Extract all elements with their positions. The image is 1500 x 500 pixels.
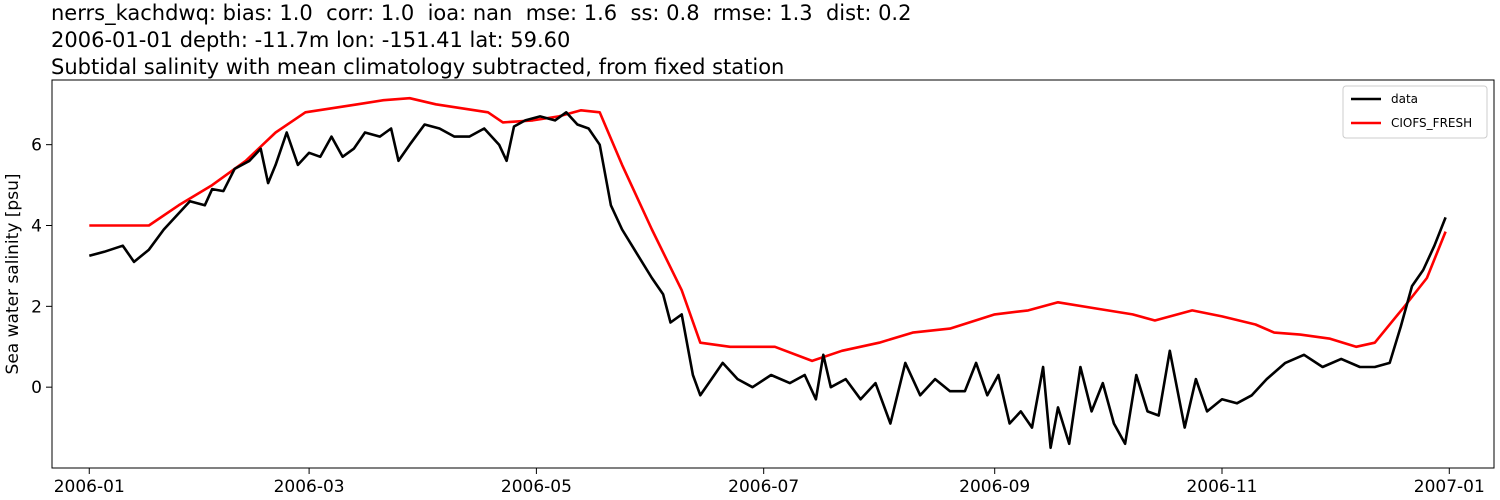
x-tick-label: 2006-09: [959, 477, 1030, 497]
y-tick-label: 0: [31, 378, 42, 398]
chart-titles: nerrs_kachdwq: bias: 1.0 corr: 1.0 ioa: …: [51, 0, 911, 81]
x-tick-label: 2006-11: [1186, 477, 1257, 497]
axes: 2006-01 2006-03 2006-05 2006-07 2006-09 2006-…: [31, 136, 1485, 497]
x-tick-label: 2006-07: [728, 477, 799, 497]
legend: data CIOFS_FRESH: [1342, 85, 1488, 139]
metrics-line: nerrs_kachdwq: bias: 1.0 corr: 1.0 ioa: …: [51, 1, 912, 25]
chart-title: Subtidal salinity with mean climatology …: [51, 55, 785, 79]
series-line-ciofs-fresh: [89, 96, 1447, 363]
series-lines: [88, 96, 1447, 450]
y-axis-label: Sea water salinity [psu]: [3, 174, 23, 375]
legend-label-data: data: [1391, 92, 1418, 106]
legend-label-ciofs-fresh: CIOFS_FRESH: [1391, 116, 1472, 130]
x-tick-label: 2007-01: [1414, 477, 1485, 497]
x-tick-label: 2006-05: [501, 477, 572, 497]
x-tick-label: 2006-03: [274, 477, 345, 497]
y-tick-label: 6: [31, 136, 42, 156]
series-line-data: [88, 111, 1447, 450]
x-tick-label: 2006-01: [54, 477, 125, 497]
y-tick-label: 2: [31, 297, 42, 317]
plot-area: [51, 79, 1495, 469]
station-info-line: 2006-01-01 depth: -11.7m lon: -151.41 la…: [51, 28, 571, 52]
y-tick-label: 4: [31, 217, 42, 237]
